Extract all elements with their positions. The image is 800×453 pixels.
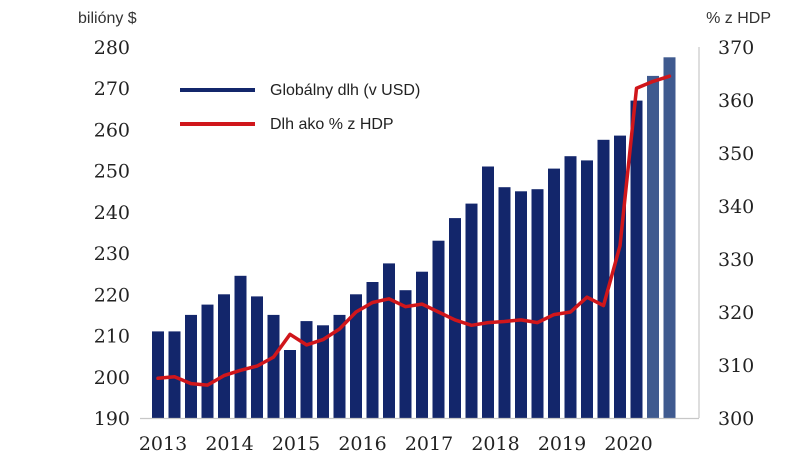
y-right-tick-label: 350 (718, 143, 754, 165)
x-year-label: 2016 (338, 433, 386, 453)
y-right-axis: 300 310 320 330 340 350 360 370 (698, 37, 754, 430)
bar (548, 168, 560, 418)
bar (234, 275, 247, 418)
y-left-tick-label: 210 (94, 326, 130, 348)
bar (152, 331, 164, 418)
y-left-axis: 190 200 210 220 230 240 250 260 270 280 (94, 37, 130, 430)
bar (465, 203, 478, 418)
y-right-tick-label: 320 (718, 302, 754, 324)
x-year-label: 2019 (538, 433, 586, 453)
bar (333, 314, 346, 418)
y-right-tick-label: 330 (718, 249, 754, 271)
x-year-label: 2015 (272, 433, 320, 453)
x-axis: 2013 2014 2015 2016 2017 2018 2019 2020 (139, 417, 699, 453)
bar (531, 189, 544, 418)
bar (630, 100, 643, 418)
y-left-tick-label: 250 (94, 161, 130, 183)
bar (366, 282, 379, 418)
y-right-tick-label: 310 (718, 355, 754, 377)
y-left-tick-label: 220 (94, 284, 130, 306)
bar (515, 191, 527, 418)
x-year-label: 2013 (139, 433, 187, 453)
bar (201, 304, 214, 418)
y-left-tick-label: 190 (94, 408, 130, 430)
y-left-tick-label: 260 (94, 119, 130, 141)
legend-label-line: Dlh ako % z HDP (270, 116, 394, 133)
bar (432, 240, 445, 418)
bar (663, 57, 676, 419)
bar (317, 325, 329, 419)
y-right-tick-label: 360 (718, 90, 754, 112)
y-right-tick-label: 340 (718, 196, 754, 218)
y-right-tick-label: 370 (718, 37, 754, 59)
y-left-tick-label: 200 (94, 367, 130, 389)
x-year-label: 2018 (471, 433, 519, 453)
legend: Globálny dlh (v USD) Dlh ako % z HDP (180, 82, 420, 133)
y-left-tick-label: 240 (94, 202, 130, 224)
bar (383, 263, 395, 418)
legend-label-bar: Globálny dlh (v USD) (270, 82, 420, 99)
bar (168, 331, 181, 418)
bar (251, 296, 263, 418)
bar (267, 314, 280, 418)
bar (647, 75, 659, 419)
bar (597, 139, 610, 419)
bar (399, 290, 412, 418)
bar (416, 271, 428, 418)
bar-series (152, 57, 676, 419)
y-left-unit-label: bilióny $ (78, 10, 137, 27)
bar (185, 314, 197, 418)
y-right-unit-label: % z HDP (706, 10, 771, 27)
bar (218, 294, 230, 418)
bar (564, 156, 577, 418)
y-right-tick-label: 300 (718, 408, 754, 430)
bar (482, 166, 494, 418)
bar (614, 135, 626, 418)
x-year-label: 2020 (604, 433, 652, 453)
line-series (156, 74, 672, 387)
debt-gdp-line (156, 74, 672, 387)
x-year-label: 2014 (205, 433, 253, 453)
x-year-label: 2017 (405, 433, 453, 453)
bar (284, 350, 296, 418)
y-left-tick-label: 270 (94, 78, 130, 100)
bar (350, 294, 362, 418)
y-left-tick-label: 230 (94, 243, 130, 265)
bar (300, 321, 313, 418)
bar (498, 187, 511, 418)
y-left-tick-label: 280 (94, 37, 130, 59)
bar (581, 160, 593, 418)
